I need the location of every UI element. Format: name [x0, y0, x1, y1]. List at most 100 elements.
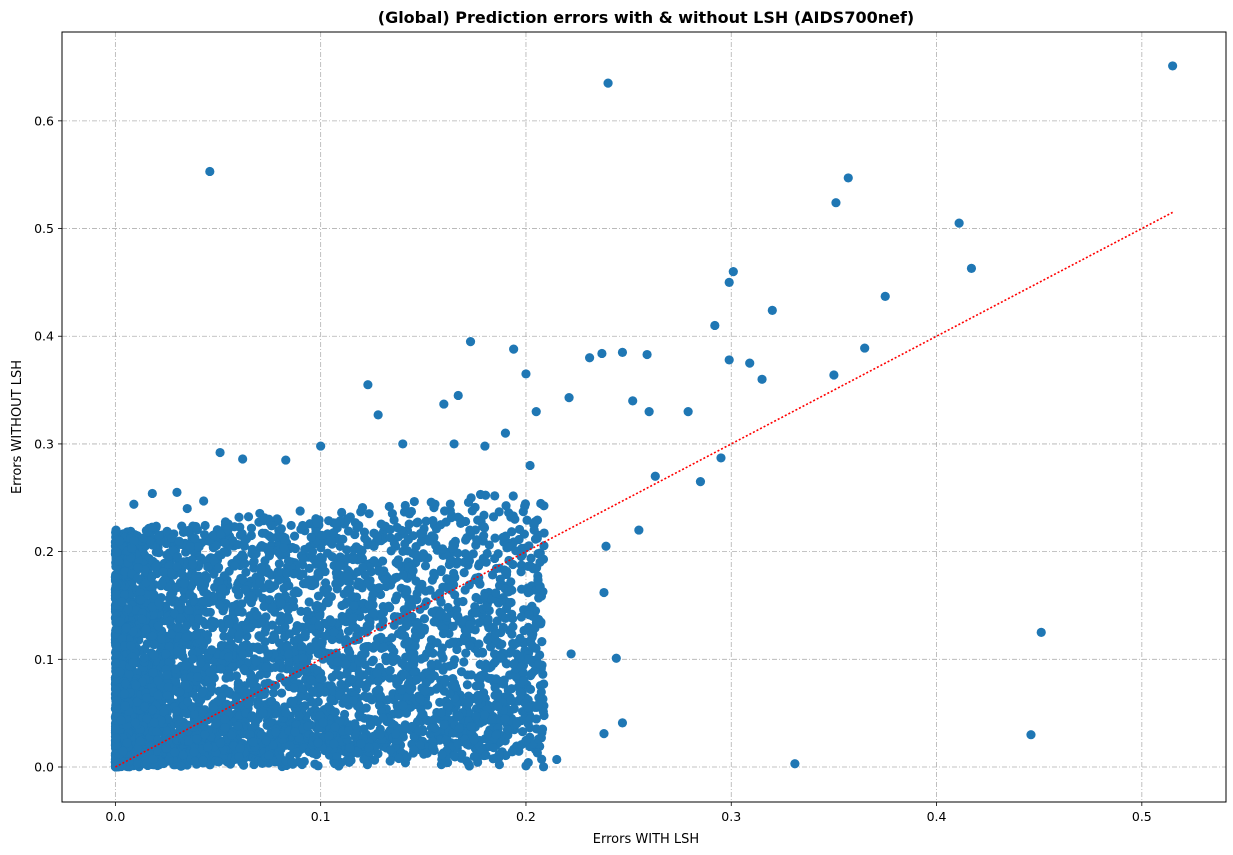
cloud-point [289, 569, 299, 579]
cloud-point [224, 619, 234, 629]
cloud-point [115, 616, 125, 627]
cloud-point [215, 600, 225, 610]
cloud-point [347, 591, 357, 601]
cloud-point [276, 524, 286, 534]
cloud-point [181, 661, 191, 671]
cloud-point [297, 683, 307, 693]
cloud-point [331, 568, 341, 578]
cloud-point [367, 656, 377, 667]
data-point [597, 348, 607, 359]
cloud-point [390, 674, 400, 684]
cloud-point [402, 586, 412, 596]
cloud-point [283, 604, 293, 615]
cloud-point [273, 625, 284, 635]
cloud-point [460, 549, 470, 559]
cloud-point [369, 608, 379, 618]
cloud-point [335, 541, 345, 551]
cloud-point [525, 714, 535, 724]
cloud-point [355, 678, 365, 689]
data-point [449, 439, 459, 449]
cloud-point [516, 662, 527, 672]
data-point [1168, 61, 1178, 71]
cloud-point [238, 641, 248, 651]
cloud-point [349, 601, 359, 611]
cloud-point [298, 569, 308, 579]
cloud-point [214, 757, 224, 767]
x-tick-label: 0.5 [1132, 809, 1152, 824]
cloud-point [148, 610, 158, 620]
cloud-point [394, 753, 404, 764]
cloud-point [415, 604, 425, 614]
cloud-point [392, 591, 402, 601]
data-point [373, 410, 383, 420]
cloud-point [350, 719, 360, 729]
cloud-point [501, 658, 511, 669]
cloud-point [376, 632, 386, 642]
cloud-point [153, 621, 163, 631]
cloud-point [129, 536, 139, 546]
cloud-point [479, 710, 490, 720]
cloud-point [263, 649, 273, 659]
cloud-point [245, 622, 256, 633]
cloud-point [192, 525, 202, 535]
cloud-point [313, 697, 323, 707]
cloud-point [267, 696, 277, 706]
cloud-point [192, 672, 203, 682]
cloud-point [154, 547, 164, 558]
cloud-point [484, 540, 494, 550]
cloud-point [534, 593, 544, 603]
cloud-point [302, 606, 312, 616]
cloud-point [112, 589, 122, 600]
cloud-point [188, 560, 198, 570]
cloud-point [468, 549, 478, 559]
cloud-point [111, 525, 121, 535]
cloud-point [141, 624, 151, 634]
cloud-point [341, 635, 351, 645]
cloud-point [399, 722, 410, 733]
cloud-point [205, 607, 215, 617]
cloud-point [253, 642, 263, 652]
cloud-point [400, 539, 410, 549]
cloud-point [471, 711, 481, 721]
cloud-point [240, 559, 250, 569]
cloud-point [527, 632, 537, 642]
cloud-point [364, 600, 374, 610]
cloud-point [418, 709, 428, 719]
cloud-point [202, 589, 212, 599]
cloud-point [312, 600, 322, 611]
cloud-point [300, 629, 310, 639]
data-point [599, 587, 609, 598]
cloud-point [314, 620, 324, 631]
cloud-point [313, 761, 323, 771]
cloud-point [492, 692, 502, 702]
cloud-point [456, 518, 466, 528]
cloud-point [270, 662, 280, 673]
cloud-point [420, 561, 431, 571]
cloud-point [364, 562, 374, 572]
cloud-point [445, 556, 455, 566]
cloud-point [132, 697, 142, 707]
cloud-point [516, 651, 526, 661]
cloud-point [354, 710, 364, 720]
cloud-point [306, 532, 316, 542]
cloud-point [141, 692, 152, 703]
data-point [453, 390, 463, 401]
cloud-point [264, 579, 274, 589]
cloud-point [176, 568, 187, 579]
cloud-point [533, 734, 544, 744]
cloud-point [166, 567, 176, 578]
cloud-point [142, 714, 152, 724]
cloud-point [469, 751, 479, 762]
cloud-point [496, 652, 506, 662]
cloud-point [428, 715, 438, 725]
data-point [529, 525, 539, 535]
cloud-point [256, 618, 266, 628]
cloud-point [147, 572, 157, 582]
cloud-point [473, 690, 483, 700]
data-point [642, 349, 652, 360]
cloud-point [491, 730, 501, 740]
cloud-point [475, 674, 486, 684]
cloud-point [120, 679, 131, 689]
cloud-point [514, 534, 524, 545]
cloud-point [118, 660, 128, 670]
